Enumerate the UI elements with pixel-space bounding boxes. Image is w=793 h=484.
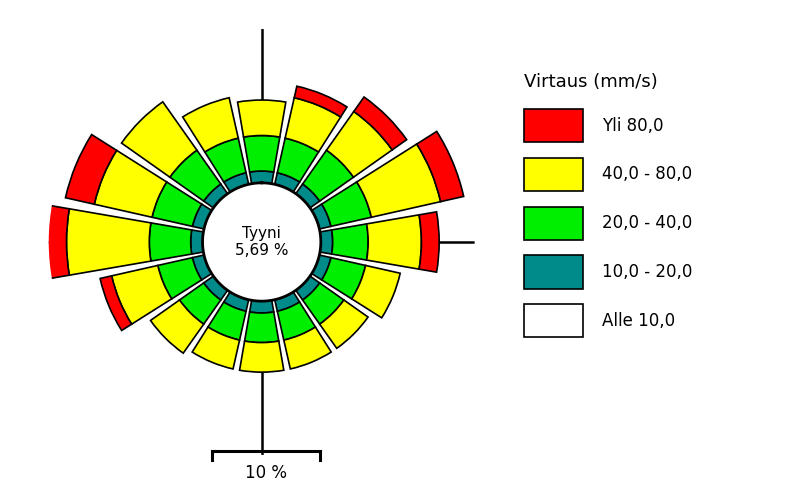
Text: Virtaus (mm/s): Virtaus (mm/s) [523, 74, 657, 91]
Bar [327, 111, 393, 177]
Bar [100, 276, 132, 331]
Bar [94, 151, 167, 217]
Polygon shape [202, 183, 321, 301]
Text: 10 %: 10 % [245, 464, 286, 482]
Bar [224, 173, 249, 192]
Bar [192, 327, 239, 369]
Bar [66, 135, 117, 204]
Bar [204, 184, 228, 208]
Bar [179, 283, 220, 324]
Bar [190, 230, 203, 254]
Bar [239, 341, 284, 372]
Bar [112, 265, 171, 324]
Text: 40,0 - 80,0: 40,0 - 80,0 [602, 166, 691, 183]
Bar [294, 86, 347, 117]
Bar [352, 265, 400, 318]
Bar [296, 184, 320, 208]
Bar [204, 276, 228, 300]
Bar [205, 138, 246, 182]
Bar [354, 97, 407, 150]
Bar [193, 255, 212, 280]
Bar [274, 292, 300, 311]
FancyBboxPatch shape [523, 109, 583, 142]
Text: Yli 80,0: Yli 80,0 [602, 117, 663, 135]
Bar [208, 302, 246, 340]
Bar [320, 300, 368, 348]
Text: 20,0 - 40,0: 20,0 - 40,0 [602, 214, 692, 232]
Bar [322, 257, 366, 299]
Bar [250, 171, 274, 184]
Bar [67, 209, 151, 275]
Bar [278, 138, 319, 182]
Bar [250, 300, 274, 313]
Bar [244, 312, 279, 343]
Bar [224, 292, 249, 311]
Bar [238, 100, 285, 137]
Bar [193, 204, 212, 229]
Bar [284, 327, 331, 369]
Bar [158, 257, 201, 299]
Text: Alle 10,0: Alle 10,0 [602, 312, 675, 330]
Text: Tyyni
5,69 %: Tyyni 5,69 % [235, 226, 289, 258]
FancyBboxPatch shape [523, 207, 583, 240]
Bar [274, 173, 300, 192]
Bar [149, 223, 192, 261]
Bar [296, 276, 320, 300]
Bar [320, 230, 333, 254]
Bar [31, 203, 69, 281]
Bar [151, 300, 204, 353]
Bar [303, 283, 344, 324]
Bar [121, 102, 197, 177]
Bar [416, 131, 464, 202]
Bar [357, 144, 441, 217]
FancyBboxPatch shape [523, 304, 583, 337]
FancyBboxPatch shape [523, 256, 583, 288]
Bar [322, 182, 371, 227]
Bar [366, 215, 421, 269]
Bar [278, 302, 316, 340]
Bar [419, 212, 439, 272]
Bar [312, 204, 331, 229]
FancyBboxPatch shape [523, 158, 583, 191]
Bar [243, 136, 280, 172]
Bar [312, 255, 331, 280]
Bar [152, 182, 201, 227]
Bar [182, 98, 238, 152]
Bar [170, 150, 220, 201]
Bar [285, 98, 341, 152]
Text: 10,0 - 20,0: 10,0 - 20,0 [602, 263, 692, 281]
Bar [303, 150, 354, 201]
Bar [331, 224, 368, 260]
